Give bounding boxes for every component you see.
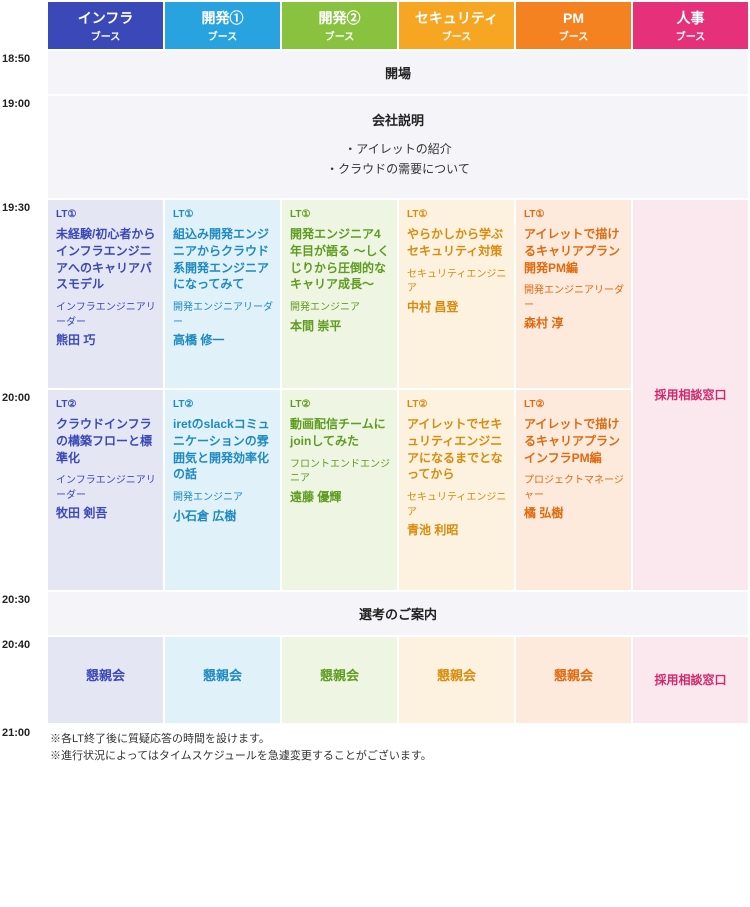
company-row: 会社説明 ・アイレットの紹介 ・クラウドの需要について [48,96,748,198]
session-1930-dev1: LT① 組込み開発エンジニアからクラウド系開発エンジニアになってみて 開発エンジ… [165,200,280,388]
header-hr: 人事 ブース [633,2,748,49]
header-sub: ブース [52,28,159,43]
schedule-grid: インフラ ブース 開発① ブース 開発② ブース セキュリティ ブース PM ブ… [2,2,748,776]
notes: ※各LT終了後に質疑応答の時間を設けます。 ※進行状況によってはタイムスケジュー… [48,725,748,776]
session-2000-sec: LT② アイレットでセキュリティエンジニアになるまでとなってから セキュリティエ… [399,390,514,590]
header-dev1: 開発① ブース [165,2,280,49]
session-2000-pm: LT② アイレットで描けるキャリアプラン インフラPM編 プロジェクトマネージャ… [516,390,631,590]
session-2000-infra: LT② クラウドインフラの構築フローと標準化 インフラエンジニアリーダー 牧田 … [48,390,163,590]
company-title: 会社説明 [48,110,748,129]
session-1930-dev2: LT① 開発エンジニア4年目が語る 〜しくじりから圧倒的なキャリア成長〜 開発エ… [282,200,397,388]
hr-consult-bottom: 採用相談窓口 [633,637,748,723]
hr-consult-top: 採用相談窓口 [633,200,748,590]
time-1930: 19:30 [2,200,46,388]
time-2030: 20:30 [2,592,46,635]
party-infra: 懇親会 [48,637,163,723]
open-row: 開場 [48,51,748,94]
time-2000: 20:00 [2,390,46,590]
session-1930-pm: LT① アイレットで描けるキャリアプラン 開発PM編 開発エンジニアリーダー 森… [516,200,631,388]
header-infra: インフラ ブース [48,2,163,49]
header-title: インフラ [52,10,159,27]
party-dev2: 懇親会 [282,637,397,723]
party-pm: 懇親会 [516,637,631,723]
session-1930-sec: LT① やらかしから学ぶセキュリティ対策 セキュリティエンジニア 中村 昌登 [399,200,514,388]
time-2040: 20:40 [2,637,46,723]
time-2100: 21:00 [2,725,46,776]
party-sec: 懇親会 [399,637,514,723]
session-2000-dev2: LT② 動画配信チームにjoinしてみた フロントエンドエンジニア 遠藤 優輝 [282,390,397,590]
time-1850: 18:50 [2,51,46,94]
session-2000-dev1: LT② iretのslackコミュニケーションの雰囲気と開発効率化の話 開発エン… [165,390,280,590]
header-sec: セキュリティ ブース [399,2,514,49]
time-1900: 19:00 [2,96,46,198]
header-dev2: 開発② ブース [282,2,397,49]
selection-row: 選考のご案内 [48,592,748,635]
session-1930-infra: LT① 未経験/初心者からインフラエンジニアへのキャリアパスモデル インフラエン… [48,200,163,388]
header-pm: PM ブース [516,2,631,49]
party-dev1: 懇親会 [165,637,280,723]
